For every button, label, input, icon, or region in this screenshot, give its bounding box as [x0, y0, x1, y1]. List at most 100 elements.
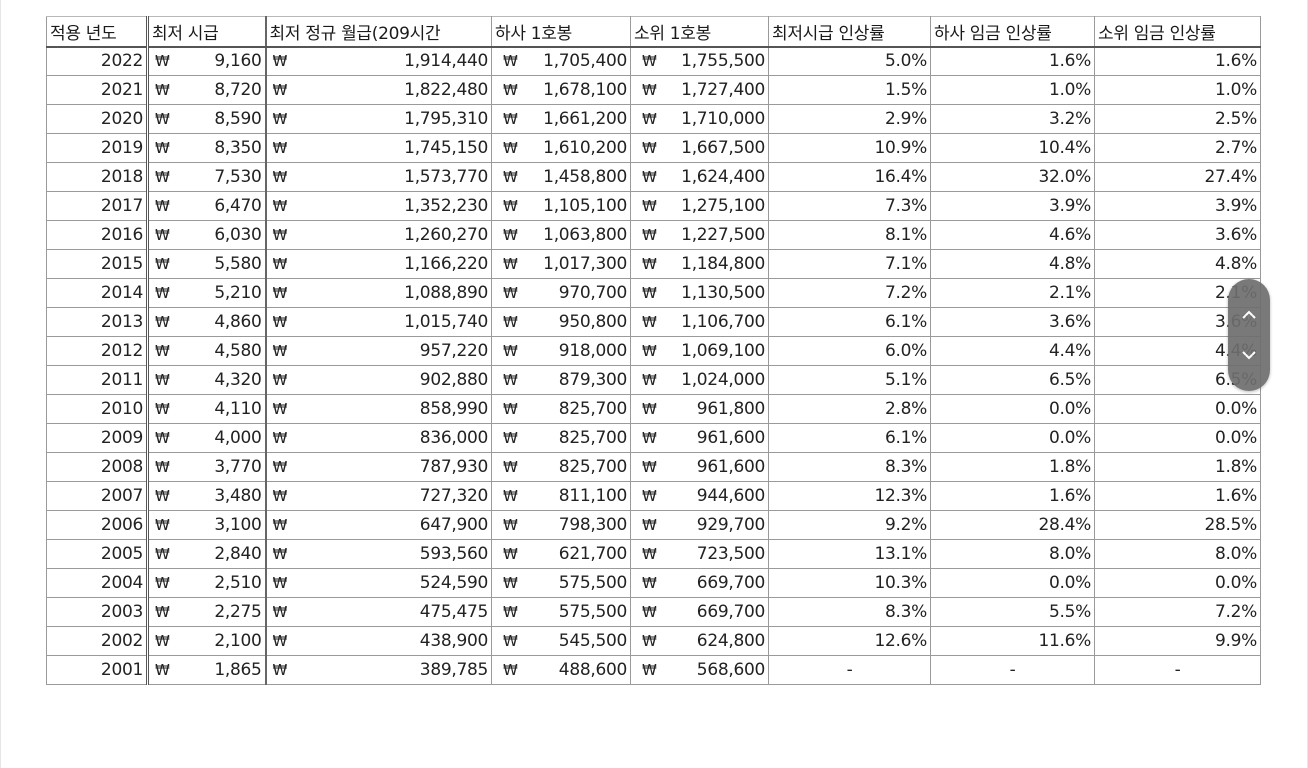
table-row: 2001 ₩1,865 ₩389,785 ₩488,600 ₩568,600- - -: [46, 655, 1261, 685]
cell-monthly-wage-value: 1,745,150: [404, 138, 488, 158]
currency-symbol: ₩: [272, 313, 288, 331]
cell-hasa-rate: 4.6%: [930, 220, 1095, 250]
cell-hourly-wage: ₩3,100: [147, 510, 267, 540]
table-row: 2002 ₩2,100 ₩438,900 ₩545,500 ₩624,800 12.6% 1…: [46, 626, 1261, 656]
header-hasa-rate: 하사 임금 인상률: [930, 16, 1095, 48]
cell-hasa-pay: ₩1,458,800: [491, 162, 631, 192]
cell-hasa-pay-value: 1,458,800: [543, 167, 627, 187]
currency-symbol: ₩: [272, 632, 288, 650]
table-row: 2005 ₩2,840 ₩593,560 ₩621,700 ₩723,500 13.1% 8…: [46, 539, 1261, 569]
cell-year: 2002: [46, 626, 149, 656]
cell-sowi-rate: 9.9%: [1094, 626, 1261, 656]
cell-monthly-wage: ₩727,320: [265, 481, 492, 511]
currency-symbol: ₩: [642, 458, 657, 476]
cell-hasa-rate: 1.8%: [930, 452, 1095, 482]
currency-symbol: ₩: [503, 400, 518, 418]
cell-hasa-pay: ₩545,500: [491, 626, 631, 656]
currency-symbol: ₩: [642, 110, 657, 128]
cell-hasa-pay-value: 811,100: [558, 486, 628, 506]
table-row: 2021 ₩8,720 ₩1,822,480 ₩1,678,100 ₩1,727,400…: [46, 75, 1261, 105]
currency-symbol: ₩: [272, 81, 288, 99]
cell-hourly-wage-value: 2,100: [214, 631, 262, 651]
currency-symbol: ₩: [503, 226, 518, 244]
cell-hasa-pay-value: 879,300: [558, 370, 628, 390]
cell-sowi-rate: 1.6%: [1094, 481, 1261, 511]
cell-sowi-rate: 1.6%: [1094, 46, 1261, 76]
cell-monthly-wage-value: 836,000: [419, 428, 489, 448]
cell-hourly-wage: ₩8,350: [147, 133, 267, 163]
cell-hourly-wage: ₩2,100: [147, 626, 267, 656]
cell-sowi-rate: 1.8%: [1094, 452, 1261, 482]
currency-symbol: ₩: [155, 313, 170, 331]
cell-hasa-rate: 3.9%: [930, 191, 1095, 221]
cell-hasa-rate: 32.0%: [930, 162, 1095, 192]
table-row: 2018 ₩7,530 ₩1,573,770 ₩1,458,800 ₩1,624,400…: [46, 162, 1261, 192]
cell-hourly-wage-value: 5,580: [214, 254, 262, 274]
cell-hourly-wage: ₩8,720: [147, 75, 267, 105]
currency-symbol: ₩: [503, 255, 518, 273]
cell-monthly-wage-value: 475,475: [419, 602, 489, 622]
cell-year: 2006: [46, 510, 149, 540]
cell-year: 2021: [46, 75, 149, 105]
cell-monthly-wage-value: 1,015,740: [404, 312, 488, 332]
cell-hourly-wage-value: 1,865: [214, 660, 262, 680]
cell-hasa-pay: ₩575,500: [491, 597, 631, 627]
cell-sowi-pay: ₩944,600: [630, 481, 769, 511]
cell-year: 2015: [46, 249, 149, 279]
currency-symbol: ₩: [642, 603, 657, 621]
cell-min-wage-rate: 5.0%: [768, 46, 931, 76]
cell-sowi-pay: ₩961,600: [630, 452, 769, 482]
cell-hasa-pay: ₩1,705,400: [491, 46, 631, 76]
cell-hasa-pay: ₩798,300: [491, 510, 631, 540]
cell-min-wage-rate: 13.1%: [768, 539, 931, 569]
cell-hasa-pay: ₩575,500: [491, 568, 631, 598]
cell-sowi-rate: 28.5%: [1094, 510, 1261, 540]
cell-year: 2022: [46, 46, 149, 76]
cell-hasa-pay: ₩970,700: [491, 278, 631, 308]
cell-sowi-rate: 27.4%: [1094, 162, 1261, 192]
currency-symbol: ₩: [503, 342, 518, 360]
cell-hourly-wage-value: 3,770: [214, 457, 262, 477]
cell-sowi-pay-value: 1,755,500: [681, 51, 765, 72]
table-header-row: 적용 년도 최저 시급 최저 정규 월급(209시간 하사 1호봉 소위 1호봉…: [46, 16, 1261, 48]
currency-symbol: ₩: [155, 342, 170, 360]
cell-hasa-pay: ₩825,700: [491, 423, 631, 453]
scroll-down-button[interactable]: [1235, 341, 1263, 369]
cell-year: 2016: [46, 220, 149, 250]
currency-symbol: ₩: [155, 516, 170, 534]
cell-hasa-rate: 6.5%: [930, 365, 1095, 395]
cell-hourly-wage-value: 4,110: [214, 399, 262, 419]
cell-hourly-wage: ₩2,840: [147, 539, 267, 569]
scroll-up-button[interactable]: [1235, 301, 1263, 329]
cell-hourly-wage-value: 4,320: [214, 370, 262, 390]
cell-sowi-pay-value: 669,700: [696, 573, 766, 593]
currency-symbol: ₩: [642, 139, 657, 157]
cell-min-wage-rate: 16.4%: [768, 162, 931, 192]
cell-sowi-rate: 2.5%: [1094, 104, 1261, 134]
currency-symbol: ₩: [155, 197, 170, 215]
currency-symbol: ₩: [642, 400, 657, 418]
currency-symbol: ₩: [642, 81, 657, 99]
cell-hasa-rate: 3.2%: [930, 104, 1095, 134]
cell-hourly-wage-value: 4,860: [214, 312, 262, 332]
currency-symbol: ₩: [155, 110, 170, 128]
cell-hasa-pay: ₩1,661,200: [491, 104, 631, 134]
cell-sowi-pay-value: 1,710,000: [681, 109, 765, 129]
table-row: 2022 ₩9,160 ₩1,914,440 ₩1,705,400 ₩1,755,500…: [46, 46, 1261, 76]
currency-symbol: ₩: [503, 81, 518, 99]
cell-sowi-pay-value: 1,024,000: [681, 370, 765, 390]
cell-hourly-wage: ₩5,210: [147, 278, 267, 308]
cell-hourly-wage: ₩9,160: [147, 46, 267, 76]
currency-symbol: ₩: [272, 545, 288, 563]
cell-year: 2010: [46, 394, 149, 424]
currency-symbol: ₩: [155, 574, 170, 592]
cell-sowi-pay: ₩669,700: [630, 597, 769, 627]
cell-hourly-wage-value: 9,160: [214, 51, 262, 72]
cell-min-wage-rate: 8.1%: [768, 220, 931, 250]
cell-hasa-pay-value: 970,700: [558, 283, 628, 303]
currency-symbol: ₩: [155, 487, 170, 505]
cell-year: 2004: [46, 568, 149, 598]
currency-symbol: ₩: [272, 458, 288, 476]
cell-sowi-pay: ₩568,600: [630, 655, 769, 685]
currency-symbol: ₩: [272, 516, 288, 534]
